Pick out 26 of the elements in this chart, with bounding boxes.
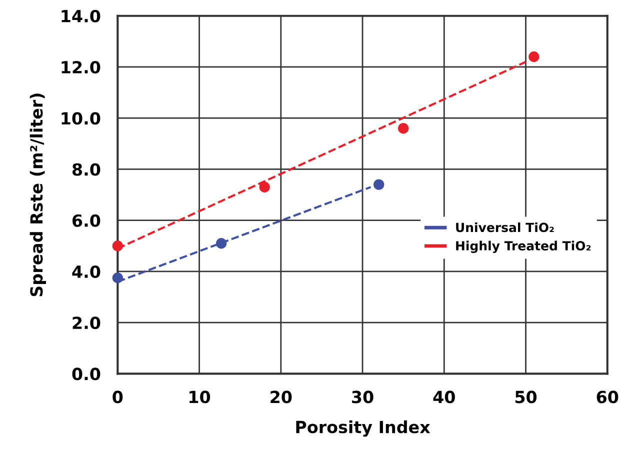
y-tick-label: 14.0 <box>62 10 100 22</box>
y-tick-label: 12.0 <box>62 60 100 74</box>
legend-label: Highly Treated TiO₂ <box>456 240 591 254</box>
x-tick-label: 10 <box>190 390 210 404</box>
x-tick-label: 40 <box>433 390 455 404</box>
y-tick-label: 10.0 <box>62 112 100 125</box>
point <box>259 182 270 192</box>
point <box>528 51 540 62</box>
y-tick-label: 8.0 <box>72 163 100 176</box>
point <box>398 122 409 134</box>
x-tick-label: 0 <box>112 390 123 404</box>
x-tick-label: 20 <box>270 390 292 404</box>
legend-label: Universal TiO₂ <box>456 222 554 232</box>
y-tick-label: 2.0 <box>72 316 100 330</box>
point <box>112 240 124 252</box>
y-tick-label: 0.0 <box>72 368 100 380</box>
x-tick-label: 30 <box>352 390 374 404</box>
y-tick-label: 6.0 <box>72 214 100 227</box>
point <box>216 238 227 249</box>
point <box>373 179 384 190</box>
x-tick-label: 50 <box>515 390 537 404</box>
point <box>112 272 124 284</box>
x-tick-label: 60 <box>596 390 618 404</box>
y-axis-title: Spread Rste (m²/liter) <box>30 94 46 296</box>
y-tick-label: 4.0 <box>72 265 100 278</box>
x-axis-title: Porosity Index <box>296 420 430 437</box>
